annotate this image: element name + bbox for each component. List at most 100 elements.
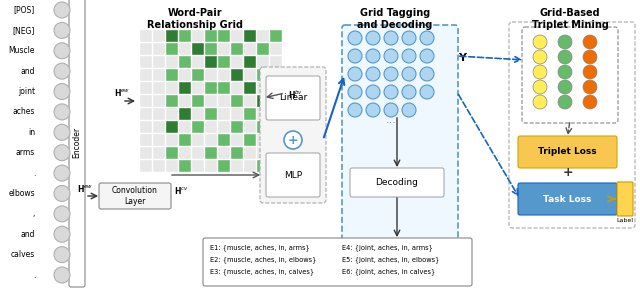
Bar [205, 121, 217, 133]
Bar [205, 147, 217, 159]
Bar [179, 160, 191, 172]
Bar [140, 121, 152, 133]
Bar [231, 82, 243, 94]
Circle shape [533, 35, 547, 49]
Bar [179, 134, 191, 146]
Text: .: . [33, 271, 35, 279]
Text: Muscle: Muscle [8, 46, 35, 55]
Text: Convolution
Layer: Convolution Layer [112, 186, 158, 206]
Bar [140, 108, 152, 120]
Bar [205, 134, 217, 146]
Bar [270, 121, 282, 133]
Bar [218, 134, 230, 146]
Bar [231, 147, 243, 159]
Bar [153, 56, 165, 68]
Circle shape [402, 67, 416, 81]
Text: [NEG]: [NEG] [13, 26, 35, 35]
Circle shape [384, 49, 398, 63]
Bar [192, 43, 204, 55]
Bar [166, 43, 178, 55]
Bar [270, 95, 282, 107]
Bar [140, 30, 152, 42]
Text: arms: arms [16, 148, 35, 157]
Bar [140, 160, 152, 172]
Text: Decoding: Decoding [376, 178, 419, 187]
Text: $\mathbf{H}^{ew}$: $\mathbf{H}^{ew}$ [114, 88, 130, 99]
Circle shape [366, 49, 380, 63]
Bar [244, 121, 256, 133]
Text: $\mathbf{H}^{bv}$: $\mathbf{H}^{bv}$ [288, 89, 303, 101]
Text: Grid Tagging
and Decoding: Grid Tagging and Decoding [357, 8, 433, 29]
Bar [218, 108, 230, 120]
Bar [205, 82, 217, 94]
Bar [140, 134, 152, 146]
Circle shape [533, 50, 547, 64]
Bar [205, 108, 217, 120]
Bar [270, 30, 282, 42]
Bar [205, 69, 217, 81]
Bar [270, 160, 282, 172]
Bar [140, 147, 152, 159]
Bar [192, 147, 204, 159]
Circle shape [583, 80, 597, 94]
Bar [205, 30, 217, 42]
FancyBboxPatch shape [342, 25, 458, 241]
Bar [153, 121, 165, 133]
Bar [270, 134, 282, 146]
Circle shape [54, 226, 70, 242]
Bar [153, 69, 165, 81]
Bar [153, 95, 165, 107]
Bar [244, 56, 256, 68]
Bar [257, 82, 269, 94]
Bar [166, 134, 178, 146]
Bar [179, 108, 191, 120]
Bar [140, 95, 152, 107]
FancyBboxPatch shape [617, 182, 633, 216]
Bar [218, 82, 230, 94]
Bar [231, 56, 243, 68]
Bar [166, 121, 178, 133]
Circle shape [402, 31, 416, 45]
Circle shape [558, 65, 572, 79]
FancyBboxPatch shape [69, 0, 85, 287]
Bar [270, 82, 282, 94]
FancyBboxPatch shape [522, 27, 618, 123]
Circle shape [558, 80, 572, 94]
Bar [218, 43, 230, 55]
Text: E6: {joint, aches, in calves}: E6: {joint, aches, in calves} [342, 268, 436, 275]
Bar [166, 82, 178, 94]
Bar [270, 43, 282, 55]
Bar [166, 147, 178, 159]
Circle shape [54, 43, 70, 59]
Bar [205, 43, 217, 55]
Bar [244, 160, 256, 172]
Text: +: + [562, 166, 573, 179]
Bar [257, 108, 269, 120]
Circle shape [402, 85, 416, 99]
Bar [244, 134, 256, 146]
Text: Grid-Based
Triplet Mining: Grid-Based Triplet Mining [532, 8, 609, 29]
Text: Linear: Linear [279, 94, 307, 103]
Bar [257, 134, 269, 146]
Bar [257, 160, 269, 172]
Bar [140, 43, 152, 55]
Text: E4: {joint, aches, in, arms}: E4: {joint, aches, in, arms} [342, 244, 433, 251]
Bar [257, 69, 269, 81]
Bar [231, 69, 243, 81]
Bar [231, 108, 243, 120]
Bar [179, 95, 191, 107]
Text: $\mathbf{H}^{cv}$: $\mathbf{H}^{cv}$ [174, 184, 189, 195]
Text: E3: {muscle, aches, in, calves}: E3: {muscle, aches, in, calves} [210, 268, 314, 275]
Text: Encoder: Encoder [72, 127, 81, 158]
Bar [205, 160, 217, 172]
Bar [257, 56, 269, 68]
Bar [218, 121, 230, 133]
Bar [244, 30, 256, 42]
Bar [205, 56, 217, 68]
Bar [192, 30, 204, 42]
Bar [166, 69, 178, 81]
Bar [153, 43, 165, 55]
Circle shape [366, 67, 380, 81]
Circle shape [384, 67, 398, 81]
Bar [166, 108, 178, 120]
